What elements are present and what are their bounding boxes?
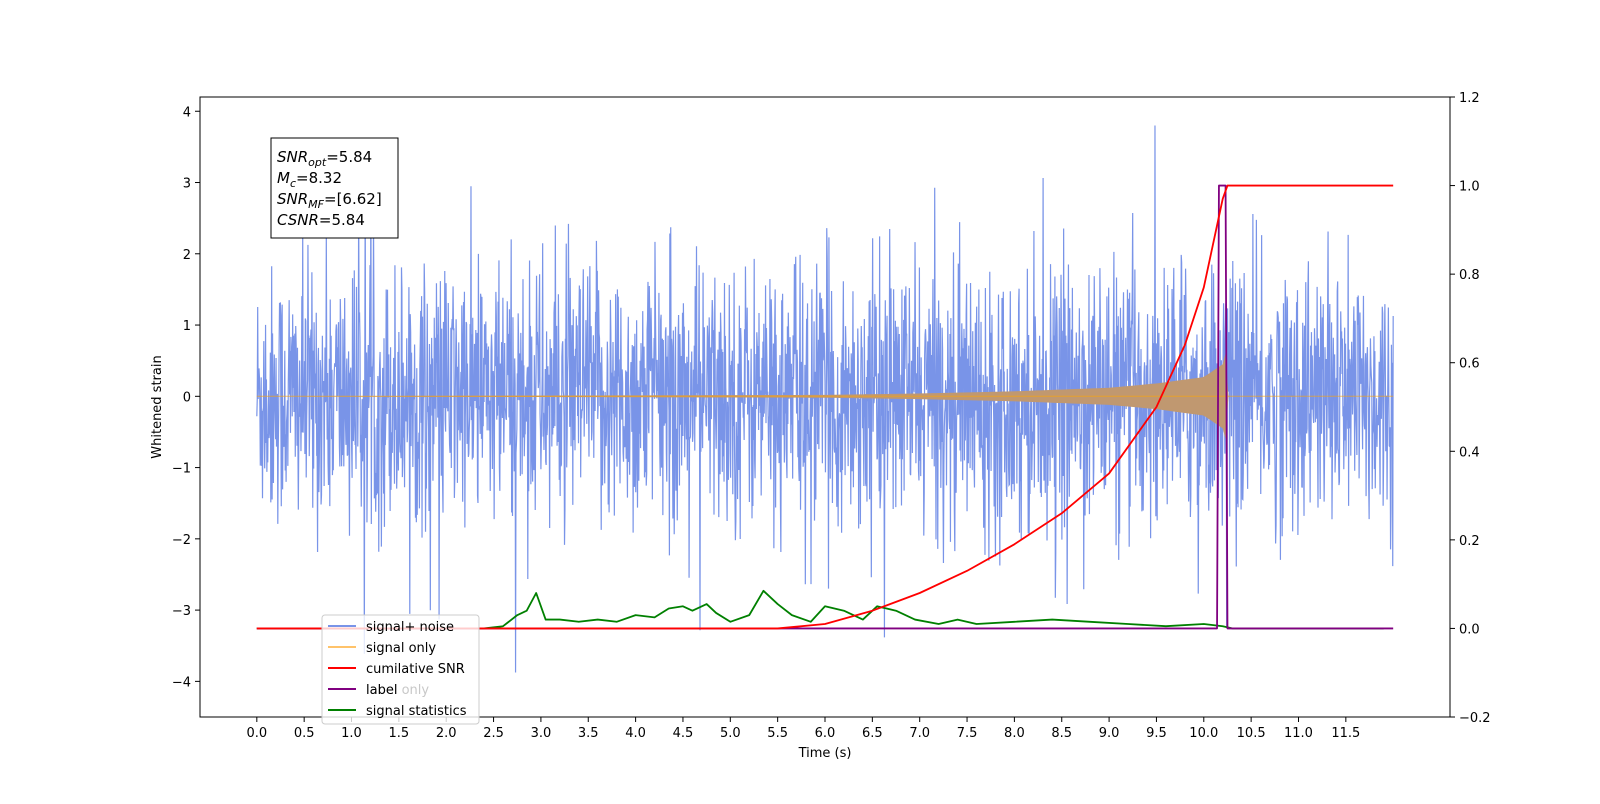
x-tick-label: 0.5 xyxy=(294,726,315,741)
x-tick-label: 4.0 xyxy=(625,726,646,741)
y-tick-label: 4 xyxy=(183,105,191,120)
x-axis-label: Time (s) xyxy=(798,746,852,761)
x-tick-label: 4.5 xyxy=(673,726,694,741)
y-tick-label: −2 xyxy=(172,533,191,548)
y2-tick-label: 0.6 xyxy=(1459,357,1480,372)
legend-entry: signal+ noise xyxy=(328,620,454,635)
y-tick-label: 3 xyxy=(183,177,191,192)
x-tick-label: 2.0 xyxy=(436,726,457,741)
series-signal-statistics-line xyxy=(256,589,1384,630)
series-cumulative-snr-line xyxy=(256,184,1394,630)
x-tick-label: 5.5 xyxy=(767,726,788,741)
legend-label: signal+ noise xyxy=(366,620,454,635)
x-tick-label: 10.0 xyxy=(1189,726,1218,741)
y2-tick-label: 1.0 xyxy=(1459,180,1480,195)
legend-label: signal statistics xyxy=(366,704,467,719)
y-tick-label: −3 xyxy=(172,604,191,619)
stats-line: SNRMF=[6.62] xyxy=(277,190,382,211)
legend-entry: cumilative SNR xyxy=(328,662,465,677)
y-tick-label: −1 xyxy=(172,462,191,477)
x-tick-label: 8.0 xyxy=(1004,726,1025,741)
x-tick-label: 11.5 xyxy=(1331,726,1360,741)
legend-overlay-label: label only xyxy=(366,683,429,698)
x-tick-label: 2.5 xyxy=(483,726,504,741)
legend-label: label xyxy=(366,683,397,698)
x-tick-label: 9.0 xyxy=(1099,726,1120,741)
legend-label: signal only xyxy=(366,641,436,656)
y-tick-label: −4 xyxy=(172,675,191,690)
legend-entry: signal only xyxy=(328,641,436,656)
x-tick-label: 8.5 xyxy=(1051,726,1072,741)
x-tick-label: 3.5 xyxy=(578,726,599,741)
x-tick-label: 9.5 xyxy=(1146,726,1167,741)
x-tick-label: 7.0 xyxy=(909,726,930,741)
series-layer xyxy=(256,125,1394,673)
x-tick-label: 6.5 xyxy=(862,726,883,741)
series-label-line xyxy=(256,184,1394,630)
x-tick-label: 1.5 xyxy=(389,726,410,741)
stats-line: CSNR=5.84 xyxy=(277,211,365,229)
x-axis: 0.0 0.5 1.0 1.5 2.0 2.5 3.0 3.5 4.0 4.5 5.0 5.5 6.0 6… xyxy=(246,717,1360,741)
y2-tick-label: 0.8 xyxy=(1459,268,1480,283)
y-tick-label: 1 xyxy=(183,319,191,334)
y2-tick-label: −0.2 xyxy=(1459,711,1491,726)
legend-label: cumilative SNR xyxy=(366,662,465,677)
legend: signal+ noise signal only cumilative SNR la… xyxy=(321,614,480,725)
legend-frame xyxy=(321,614,480,725)
y-axis-left: −4 −3 −2 −1 0 1 2 3 4 xyxy=(172,105,200,690)
x-tick-label: 7.5 xyxy=(957,726,978,741)
y2-tick-label: 0.0 xyxy=(1459,622,1480,637)
y-axis-label: Whitened strain xyxy=(150,355,165,458)
y2-tick-label: 0.2 xyxy=(1459,534,1480,549)
y2-tick-label: 1.2 xyxy=(1459,91,1480,106)
x-tick-label: 3.0 xyxy=(531,726,552,741)
x-tick-label: 11.0 xyxy=(1284,726,1313,741)
y2-tick-label: 0.4 xyxy=(1459,445,1480,460)
y-tick-label: 0 xyxy=(183,390,191,405)
y-axis-right: −0.2 0.0 0.2 0.4 0.6 0.8 1.0 1.2 xyxy=(1450,91,1491,726)
stats-line: SNRopt=5.84 xyxy=(277,148,372,169)
legend-entry: signal statistics xyxy=(328,704,467,719)
x-tick-label: 6.0 xyxy=(815,726,836,741)
stats-line: Mc=8.32 xyxy=(277,169,342,190)
stats-box-frame xyxy=(270,137,399,239)
x-tick-label: 1.0 xyxy=(341,726,362,741)
x-tick-label: 10.5 xyxy=(1237,726,1266,741)
x-tick-label: 5.0 xyxy=(720,726,741,741)
y-tick-label: 2 xyxy=(183,248,191,263)
x-tick-label: 0.0 xyxy=(246,726,267,741)
